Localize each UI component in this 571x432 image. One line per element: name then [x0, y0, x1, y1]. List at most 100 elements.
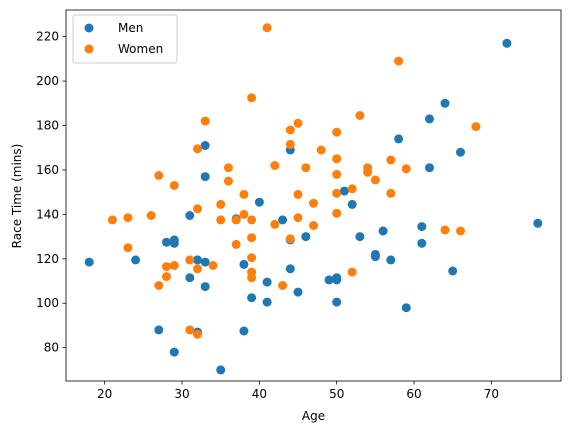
- data-point-women: [223, 163, 233, 173]
- x-tick-label: 30: [174, 387, 189, 401]
- data-point-women: [301, 163, 311, 173]
- data-point-men: [193, 255, 202, 265]
- data-point-men: [262, 297, 272, 307]
- x-tick-label: 70: [484, 387, 499, 401]
- data-point-women: [285, 234, 295, 244]
- data-point-men: [154, 325, 164, 335]
- data-point-men: [355, 232, 365, 242]
- data-point-women: [285, 125, 295, 135]
- data-point-women: [332, 188, 342, 198]
- data-point-men: [169, 347, 179, 357]
- data-point-women: [309, 198, 318, 208]
- legend-marker-women: [84, 44, 94, 54]
- data-point-men: [239, 326, 249, 336]
- y-tick-label: 100: [36, 296, 59, 310]
- y-tick-label: 160: [36, 163, 59, 177]
- data-points: [84, 23, 543, 375]
- data-point-men: [216, 365, 226, 375]
- data-point-women: [401, 164, 411, 174]
- data-point-women: [169, 181, 179, 190]
- data-point-women: [293, 118, 303, 128]
- legend-box: [72, 14, 178, 64]
- data-point-women: [146, 211, 156, 220]
- data-point-men: [378, 226, 388, 236]
- data-point-women: [247, 215, 257, 225]
- data-point-women: [347, 184, 357, 194]
- data-point-men: [169, 235, 179, 245]
- data-point-men: [370, 249, 380, 259]
- data-point-women: [270, 219, 280, 229]
- data-point-women: [247, 233, 257, 243]
- data-point-women: [247, 253, 257, 263]
- legend-label-women: Women: [118, 42, 163, 56]
- data-point-women: [471, 122, 481, 132]
- x-axis: 20 30 40 50 60 70: [97, 381, 499, 401]
- data-point-women: [316, 145, 326, 155]
- data-point-women: [193, 144, 202, 154]
- data-point-men: [425, 114, 434, 124]
- data-point-men: [440, 98, 450, 108]
- x-tick-label: 60: [406, 387, 421, 401]
- data-point-men: [347, 199, 357, 209]
- data-point-women: [355, 111, 365, 120]
- data-point-women: [394, 56, 404, 66]
- x-axis-label: Age: [302, 409, 325, 423]
- data-point-women: [347, 267, 357, 277]
- data-point-women: [332, 208, 342, 218]
- data-point-women: [216, 199, 226, 209]
- plot-frame: [65, 9, 562, 382]
- x-tick-label: 50: [329, 387, 344, 401]
- data-point-women: [270, 161, 280, 170]
- data-point-women: [231, 215, 241, 225]
- data-point-men: [200, 172, 210, 182]
- data-point-men: [239, 259, 249, 269]
- data-point-women: [386, 155, 396, 165]
- data-point-men: [254, 197, 264, 207]
- data-point-men: [185, 273, 195, 283]
- data-point-men: [84, 257, 94, 267]
- data-point-men: [200, 141, 210, 150]
- data-point-men: [162, 237, 171, 247]
- data-point-women: [185, 325, 195, 335]
- data-point-women: [185, 255, 195, 265]
- data-point-men: [332, 273, 342, 283]
- data-point-women: [309, 221, 318, 230]
- data-point-women: [193, 264, 202, 274]
- y-axis-label: Race Time (mins): [10, 144, 24, 249]
- data-point-men: [339, 186, 349, 196]
- data-point-women: [208, 261, 218, 270]
- data-point-men: [131, 255, 141, 265]
- data-point-women: [386, 188, 396, 198]
- data-point-women: [247, 273, 257, 283]
- data-point-women: [293, 213, 303, 223]
- data-point-women: [239, 209, 249, 219]
- x-tick-label: 40: [252, 387, 267, 401]
- data-point-men: [425, 163, 434, 173]
- y-tick-label: 220: [36, 30, 59, 44]
- data-point-women: [162, 262, 171, 272]
- data-point-men: [185, 211, 195, 220]
- data-point-men: [200, 257, 210, 267]
- data-point-women: [162, 272, 171, 282]
- data-point-men: [386, 255, 396, 265]
- data-point-men: [394, 134, 404, 144]
- data-point-men: [278, 215, 288, 225]
- plot-area: [66, 10, 561, 381]
- data-point-women: [123, 243, 133, 253]
- data-point-women: [332, 127, 342, 137]
- data-point-men: [332, 297, 342, 307]
- data-point-men: [285, 264, 295, 274]
- data-point-women: [440, 225, 450, 235]
- data-point-women: [154, 281, 164, 290]
- legend-label-men: Men: [118, 21, 143, 35]
- data-point-women: [193, 329, 202, 339]
- data-point-men: [247, 293, 257, 303]
- data-point-women: [293, 189, 303, 199]
- data-point-women: [363, 167, 373, 177]
- data-point-women: [239, 189, 249, 199]
- data-point-men: [301, 232, 311, 242]
- legend: Men Women: [72, 14, 178, 64]
- data-point-women: [285, 139, 295, 149]
- x-tick-label: 20: [97, 387, 112, 401]
- data-point-women: [370, 175, 380, 185]
